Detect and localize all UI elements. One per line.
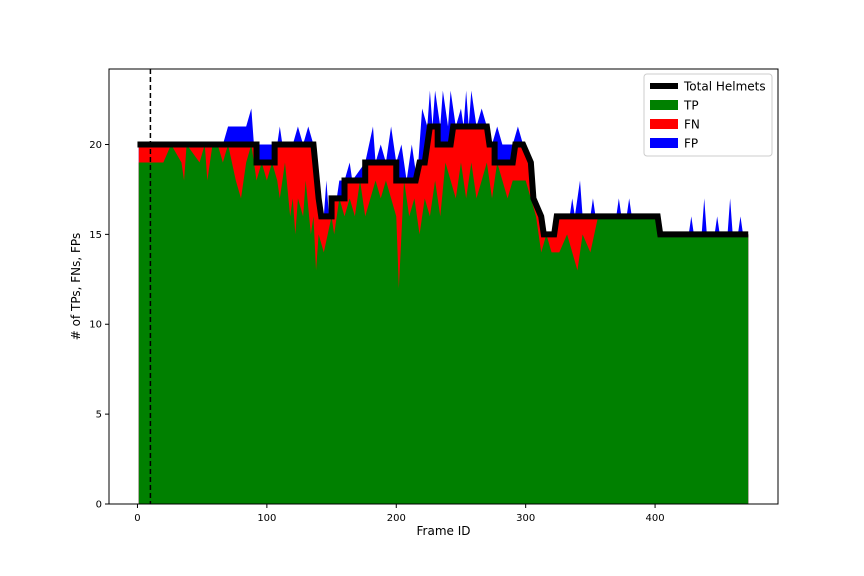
y-tick-label: 0	[96, 500, 102, 511]
line-layer	[137, 69, 749, 504]
area-layer	[138, 90, 749, 505]
legend-box	[643, 73, 773, 157]
legend-label: Total Helmets	[683, 80, 766, 94]
x-tick-label: 200	[387, 513, 406, 524]
y-ticks: 0 5 10 15 20	[89, 140, 109, 511]
legend-swatch	[650, 138, 678, 148]
legend: Total Helmets TP FN FP	[643, 73, 773, 157]
x-tick-label: 0	[134, 513, 140, 524]
y-tick-label: 20	[89, 140, 102, 151]
axes-frame	[108, 68, 779, 505]
x-tick-label: 400	[646, 513, 665, 524]
y-tick-label: 15	[89, 230, 102, 241]
tp-area	[138, 144, 749, 505]
total-helmets-line	[137, 123, 749, 238]
y-axis-label: # of TPs, FNs, FPs	[69, 233, 83, 340]
legend-label: FN	[684, 118, 700, 132]
legend-swatch	[650, 100, 678, 110]
x-ticks: 0 100 200 300 400	[134, 504, 665, 524]
x-tick-label: 300	[516, 513, 535, 524]
y-tick-label: 10	[89, 320, 102, 331]
legend-label: TP	[683, 99, 699, 113]
legend-swatch	[650, 119, 678, 129]
legend-label: FP	[684, 137, 698, 151]
y-tick-label: 5	[96, 410, 102, 421]
x-axis-label: Frame ID	[417, 524, 471, 538]
x-tick-label: 100	[257, 513, 276, 524]
